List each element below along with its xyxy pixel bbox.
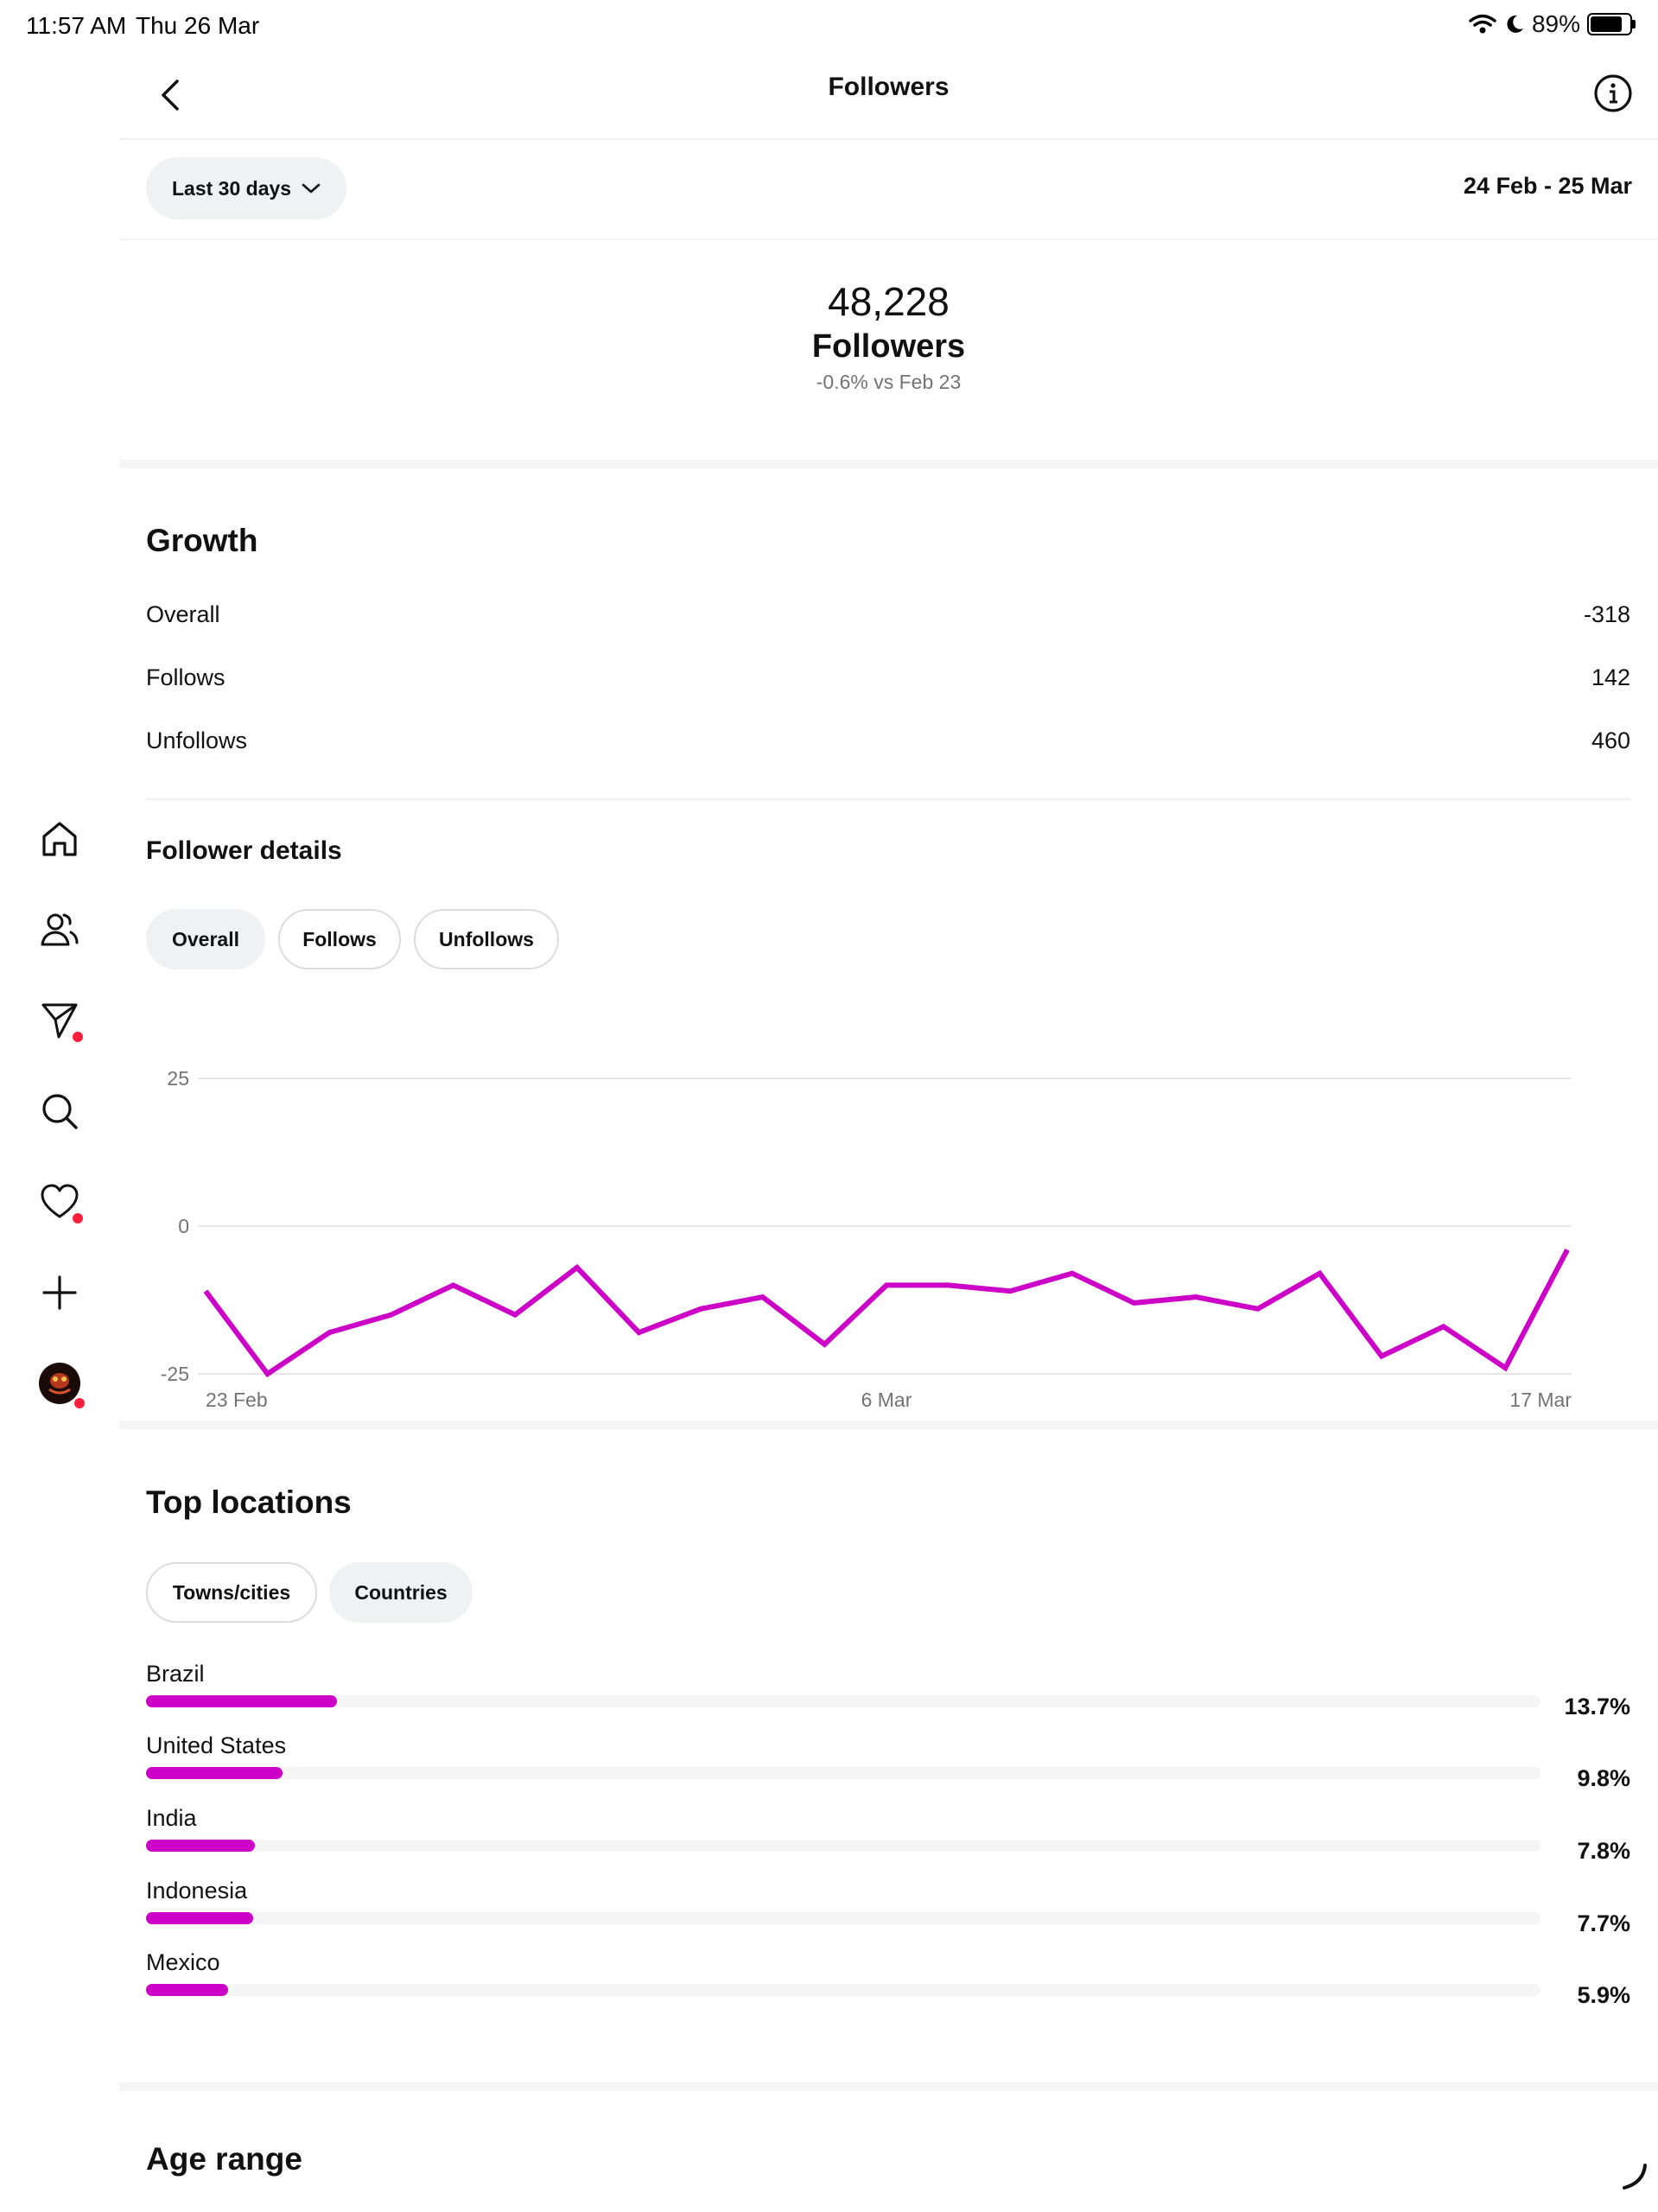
location-bar-track — [146, 1695, 1540, 1707]
y-tick-label: 0 — [178, 1215, 189, 1237]
chevron-down-icon — [302, 183, 321, 194]
tab-unfollows[interactable]: Unfollows — [414, 909, 559, 969]
tab-countries[interactable]: Countries — [329, 1562, 473, 1623]
plus-icon[interactable] — [35, 1268, 85, 1318]
info-icon — [1594, 74, 1632, 112]
growth-title: Growth — [146, 523, 258, 558]
location-name: United States — [146, 1732, 287, 1758]
status-bar: 11:57 AM Thu 26 Mar 89% — [0, 0, 1658, 52]
top-locations-title: Top locations — [146, 1484, 352, 1520]
location-name: Brazil — [146, 1661, 205, 1687]
notification-dot — [74, 1398, 85, 1408]
location-bar — [146, 1984, 229, 1996]
status-time: 11:57 AM — [26, 12, 127, 39]
battery-percent: 89% — [1531, 10, 1580, 37]
location-name: India — [146, 1805, 197, 1831]
followers-summary: 48,228 Followers -0.6% vs Feb 23 — [119, 278, 1658, 394]
users-icon[interactable] — [35, 905, 85, 955]
location-bar — [146, 1767, 283, 1779]
growth-label: Follows — [146, 664, 226, 690]
follower-details-title: Follower details — [146, 836, 342, 865]
sidebar-nav — [0, 52, 119, 2212]
location-row: Brazil 13.7% — [146, 1661, 1630, 1730]
follower-line-chart: 25 0 -25 23 Feb 6 Mar 17 Mar — [161, 1067, 1572, 1411]
location-percent: 5.9% — [1577, 1982, 1630, 2008]
battery-icon — [1587, 13, 1636, 35]
growth-label: Unfollows — [146, 728, 248, 753]
location-row: Indonesia 7.7% — [146, 1878, 1630, 1947]
page-title: Followers — [828, 73, 950, 101]
age-range-title: Age range — [146, 2141, 302, 2177]
growth-value: 460 — [1591, 728, 1630, 753]
growth-row: Follows 142 — [146, 664, 1630, 699]
battery-level — [1591, 16, 1622, 32]
section-divider — [119, 2082, 1658, 2091]
location-bar — [146, 1840, 255, 1852]
messages-icon[interactable] — [35, 995, 85, 1046]
location-bar-track — [146, 1767, 1540, 1779]
status-indicators: 89% — [1468, 10, 1636, 38]
tab-towns-cities[interactable]: Towns/cities — [146, 1562, 317, 1623]
search-icon[interactable] — [35, 1086, 85, 1136]
followers-change: -0.6% vs Feb 23 — [816, 371, 962, 393]
x-tick-label: 17 Mar — [1509, 1389, 1572, 1411]
location-bar-track — [146, 1912, 1540, 1924]
location-row: United States 9.8% — [146, 1732, 1630, 1802]
followers-count: 48,228 — [828, 279, 950, 324]
heart-icon[interactable] — [35, 1177, 85, 1227]
home-icon[interactable] — [35, 814, 85, 864]
section-divider — [119, 1421, 1658, 1429]
moon-icon — [1507, 15, 1523, 33]
location-percent: 7.7% — [1577, 1910, 1630, 1936]
location-name: Mexico — [146, 1949, 220, 1975]
tab-follows[interactable]: Follows — [278, 909, 401, 969]
growth-row: Unfollows 460 — [146, 728, 1630, 762]
top-bar: Followers — [119, 52, 1658, 140]
y-tick-label: 25 — [167, 1067, 189, 1090]
section-divider — [119, 460, 1658, 468]
date-range-text: 24 Feb - 25 Mar — [1463, 173, 1632, 199]
location-bar-track — [146, 1840, 1540, 1852]
location-bar — [146, 1912, 254, 1924]
series-line — [203, 1248, 1570, 1378]
location-bar-track — [146, 1984, 1540, 1996]
date-range-row: Last 30 days 24 Feb - 25 Mar — [119, 138, 1658, 240]
y-tick-label: -25 — [161, 1363, 189, 1385]
divider — [146, 798, 1630, 800]
x-tick-label: 6 Mar — [861, 1389, 912, 1411]
growth-value: 142 — [1591, 664, 1630, 690]
location-percent: 9.8% — [1577, 1765, 1630, 1791]
loading-spinner-icon — [1623, 2164, 1647, 2190]
notification-dot — [73, 1032, 83, 1042]
tab-overall[interactable]: Overall — [146, 909, 265, 969]
back-button[interactable] — [145, 69, 197, 121]
status-date: Thu 26 Mar — [136, 12, 260, 39]
date-range-label: Last 30 days — [172, 176, 292, 200]
date-range-dropdown[interactable]: Last 30 days — [146, 157, 347, 219]
notification-dot — [73, 1213, 83, 1224]
followers-label: Followers — [811, 328, 966, 365]
chevron-left-icon — [162, 79, 179, 111]
growth-value: -318 — [1583, 601, 1630, 627]
location-row: Mexico 5.9% — [146, 1949, 1630, 2018]
location-percent: 13.7% — [1564, 1694, 1630, 1719]
location-name: Indonesia — [146, 1878, 248, 1904]
x-tick-label: 23 Feb — [206, 1389, 268, 1411]
wifi-icon — [1469, 14, 1496, 34]
growth-label: Overall — [146, 601, 220, 627]
info-button[interactable] — [1585, 66, 1641, 121]
location-percent: 7.8% — [1577, 1838, 1630, 1864]
avatar[interactable] — [35, 1358, 85, 1408]
growth-row: Overall -318 — [146, 601, 1630, 636]
location-row: India 7.8% — [146, 1805, 1630, 1874]
location-bar — [146, 1695, 338, 1707]
